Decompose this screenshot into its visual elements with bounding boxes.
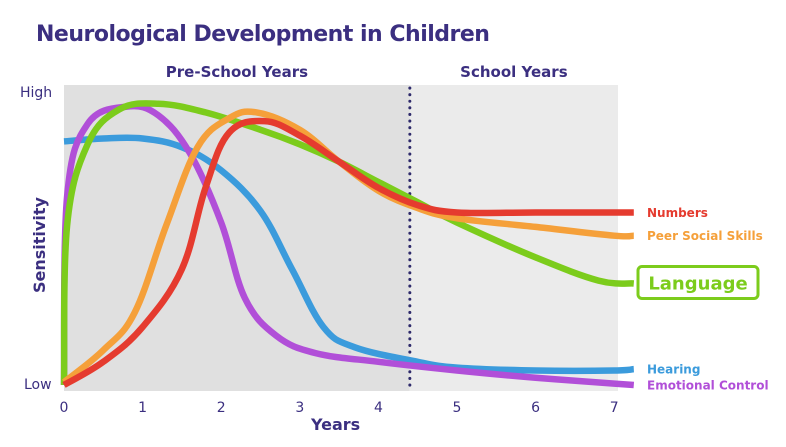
y-tick-low: Low bbox=[24, 377, 52, 393]
x-tick-label: 7 bbox=[610, 400, 619, 416]
chart-title: Neurological Development in Children bbox=[36, 22, 489, 47]
legend-label-hearing: Hearing bbox=[647, 363, 700, 377]
series-line-emotional-control bbox=[60, 102, 635, 389]
series-line-hearing bbox=[63, 134, 635, 375]
series-lines bbox=[60, 100, 635, 389]
regions bbox=[64, 85, 618, 391]
legend-highlight-box bbox=[636, 265, 760, 300]
x-tick-label: 6 bbox=[531, 400, 540, 416]
series-line-numbers bbox=[62, 117, 634, 388]
region-labels: Pre-School Years School Years bbox=[166, 63, 568, 81]
x-tick-label: 1 bbox=[138, 400, 147, 416]
x-ticks: 0 1 2 3 4 5 6 7 bbox=[60, 400, 619, 416]
series-line-language bbox=[60, 100, 635, 386]
region-label: School Years bbox=[460, 63, 568, 81]
legend-label-peer-social-skills: Peer Social Skills bbox=[647, 229, 763, 243]
series-line-peer-social-skills bbox=[61, 108, 634, 385]
legend: Numbers Peer Social Skills Language Hearing… bbox=[636, 206, 769, 393]
legend-label-emotional-control: Emotional Control bbox=[647, 379, 769, 393]
x-tick-label: 0 bbox=[60, 400, 69, 416]
x-tick-label: 2 bbox=[217, 400, 226, 416]
region-label: Pre-School Years bbox=[166, 63, 308, 81]
region-school-years bbox=[409, 85, 618, 391]
x-tick-label: 3 bbox=[295, 400, 304, 416]
x-axis-title: Years bbox=[310, 415, 360, 434]
legend-item-language: Language bbox=[636, 265, 760, 300]
legend-label: Language bbox=[648, 274, 747, 295]
x-tick-label: 4 bbox=[374, 400, 383, 416]
x-tick-label: 5 bbox=[453, 400, 462, 416]
y-axis-title: Sensitivity bbox=[30, 197, 49, 293]
y-tick-high: High bbox=[20, 85, 52, 101]
legend-label-numbers: Numbers bbox=[647, 206, 708, 220]
